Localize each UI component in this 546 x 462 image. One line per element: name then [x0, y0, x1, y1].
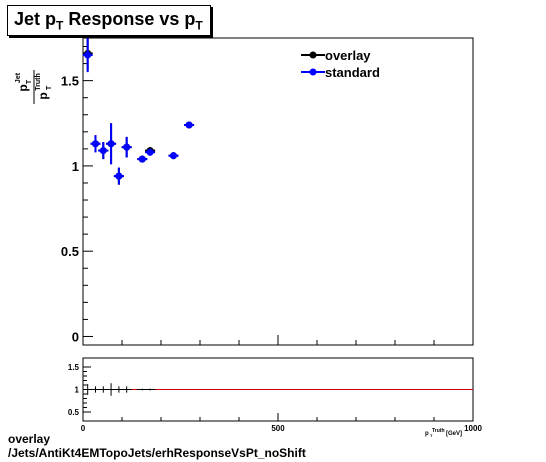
x-axis-label-sup: Truth	[432, 428, 445, 434]
x-axis-label-unit: [GeV]	[446, 431, 462, 437]
data-point	[123, 143, 131, 151]
ratio-x-tick-label: 500	[271, 424, 285, 433]
legend-marker	[309, 51, 317, 59]
data-point	[138, 155, 146, 163]
y-tick-label: 0.5	[61, 244, 79, 259]
chart-title: Jet pT Response vs pT	[14, 9, 203, 33]
legend-marker	[309, 68, 317, 76]
ratio-y-tick-label: 0.5	[68, 408, 80, 417]
y-axis-label-denominator-sub: T	[46, 85, 53, 90]
data-point	[84, 51, 92, 59]
y-tick-label: 0	[72, 329, 79, 344]
chart-title-part: Jet p	[14, 9, 57, 29]
data-point	[91, 140, 99, 148]
chart-title-part: Response vs p	[63, 9, 196, 29]
chart-title-subscript: T	[56, 18, 64, 33]
legend-label: overlay	[325, 48, 371, 63]
y-axis-label-numerator: p	[16, 84, 30, 91]
ratio-x-tick-label: 1000	[464, 424, 482, 433]
y-axis-label-denominator: p	[36, 92, 50, 99]
x-axis-label-main: p	[425, 431, 429, 437]
data-point	[185, 121, 193, 129]
y-tick-label: 1.5	[61, 74, 79, 89]
x-axis-label-sub: T	[430, 433, 433, 438]
data-point	[115, 172, 123, 180]
chart-title-subscript: T	[195, 18, 203, 33]
footer-path: /Jets/AntiKt4EMTopoJets/erhResponseVsPt_…	[8, 446, 306, 460]
ratio-x-tick-label: 0	[81, 424, 86, 433]
y-axis-label-denominator-sup: Truth	[35, 73, 42, 91]
data-point	[107, 140, 115, 148]
chart-title-box: Jet pT Response vs pT	[7, 5, 211, 36]
data-point	[169, 152, 177, 160]
y-axis-label-numerator-sub: T	[26, 79, 33, 84]
main-frame	[82, 37, 474, 346]
data-point	[99, 147, 107, 155]
legend-label: standard	[325, 65, 380, 80]
data-point	[146, 148, 154, 156]
ratio-y-tick-label: 1	[75, 386, 80, 395]
y-tick-label: 1	[72, 159, 79, 174]
footer-label: overlay	[8, 432, 51, 446]
y-axis-label-numerator-sup: Jet	[15, 72, 22, 83]
ratio-y-tick-label: 1.5	[68, 363, 80, 372]
